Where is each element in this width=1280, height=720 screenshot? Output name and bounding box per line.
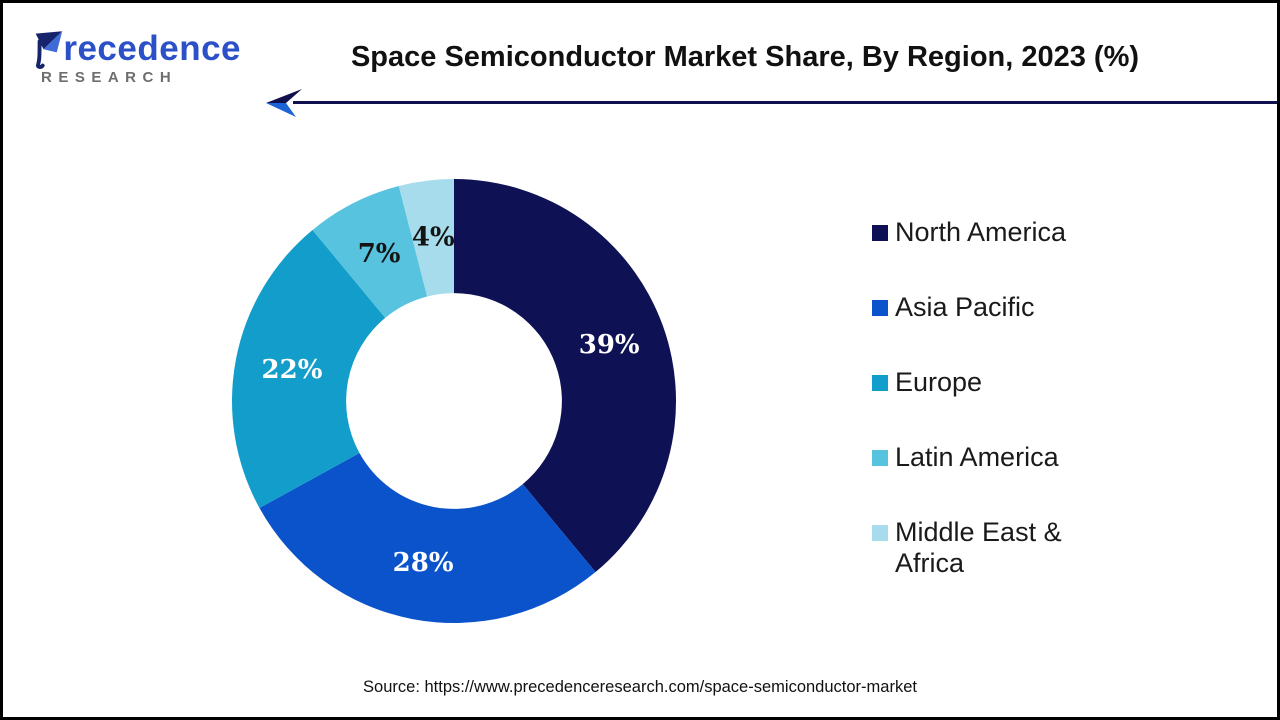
segment-label-europe: 22%	[262, 355, 323, 385]
logo-text-precedence: recedence	[63, 29, 241, 68]
legend-label-latin-america: Latin America	[895, 442, 1059, 472]
donut-segment-middle-east-africa	[398, 179, 454, 297]
logo-precedence-research: recedence RESEARCH	[31, 25, 241, 86]
legend-item-latin-america: Latin America	[872, 442, 1081, 473]
logo-p-icon	[35, 31, 63, 69]
arrow-left-icon	[266, 89, 302, 117]
legend-item-middle-east-africa: Middle East & Africa	[872, 517, 1081, 579]
legend-label-asia-pacific: Asia Pacific	[895, 292, 1035, 322]
legend-swatch-europe	[872, 375, 888, 391]
segment-label-latin-america: 7%	[358, 239, 401, 269]
legend-swatch-asia-pacific	[872, 300, 888, 316]
source-text: Source: https://www.precedenceresearch.c…	[363, 678, 917, 696]
donut-segment-latin-america	[312, 185, 428, 318]
donut-segment-europe	[232, 229, 386, 508]
logo-text-research: RESEARCH	[41, 69, 178, 86]
donut-segment-north-america	[454, 179, 676, 573]
segment-label-north-america: 39%	[579, 330, 640, 360]
legend-label-middle-east-africa: Middle East & Africa	[895, 517, 1062, 578]
legend-swatch-latin-america	[872, 450, 888, 466]
page-title: Space Semiconductor Market Share, By Reg…	[350, 41, 1140, 73]
segment-label-asia-pacific: 28%	[393, 548, 454, 578]
legend-label-north-america: North America	[895, 217, 1067, 247]
legend-swatch-north-america	[872, 225, 888, 241]
legend-item-north-america: North America	[872, 217, 1081, 248]
title-underline	[293, 101, 1277, 104]
donut-chart: 39% 28% 22% 7% 4%	[232, 179, 676, 623]
legend-item-europe: Europe	[872, 367, 1081, 398]
donut-segment-asia-pacific	[259, 452, 596, 623]
legend-swatch-middle-east-africa	[872, 525, 888, 541]
segment-label-middle-east-africa: 4%	[412, 222, 455, 252]
legend-label-europe: Europe	[895, 367, 983, 397]
legend: North America Asia Pacific Europe Latin Ame…	[872, 217, 1081, 579]
legend-item-asia-pacific: Asia Pacific	[872, 292, 1081, 323]
